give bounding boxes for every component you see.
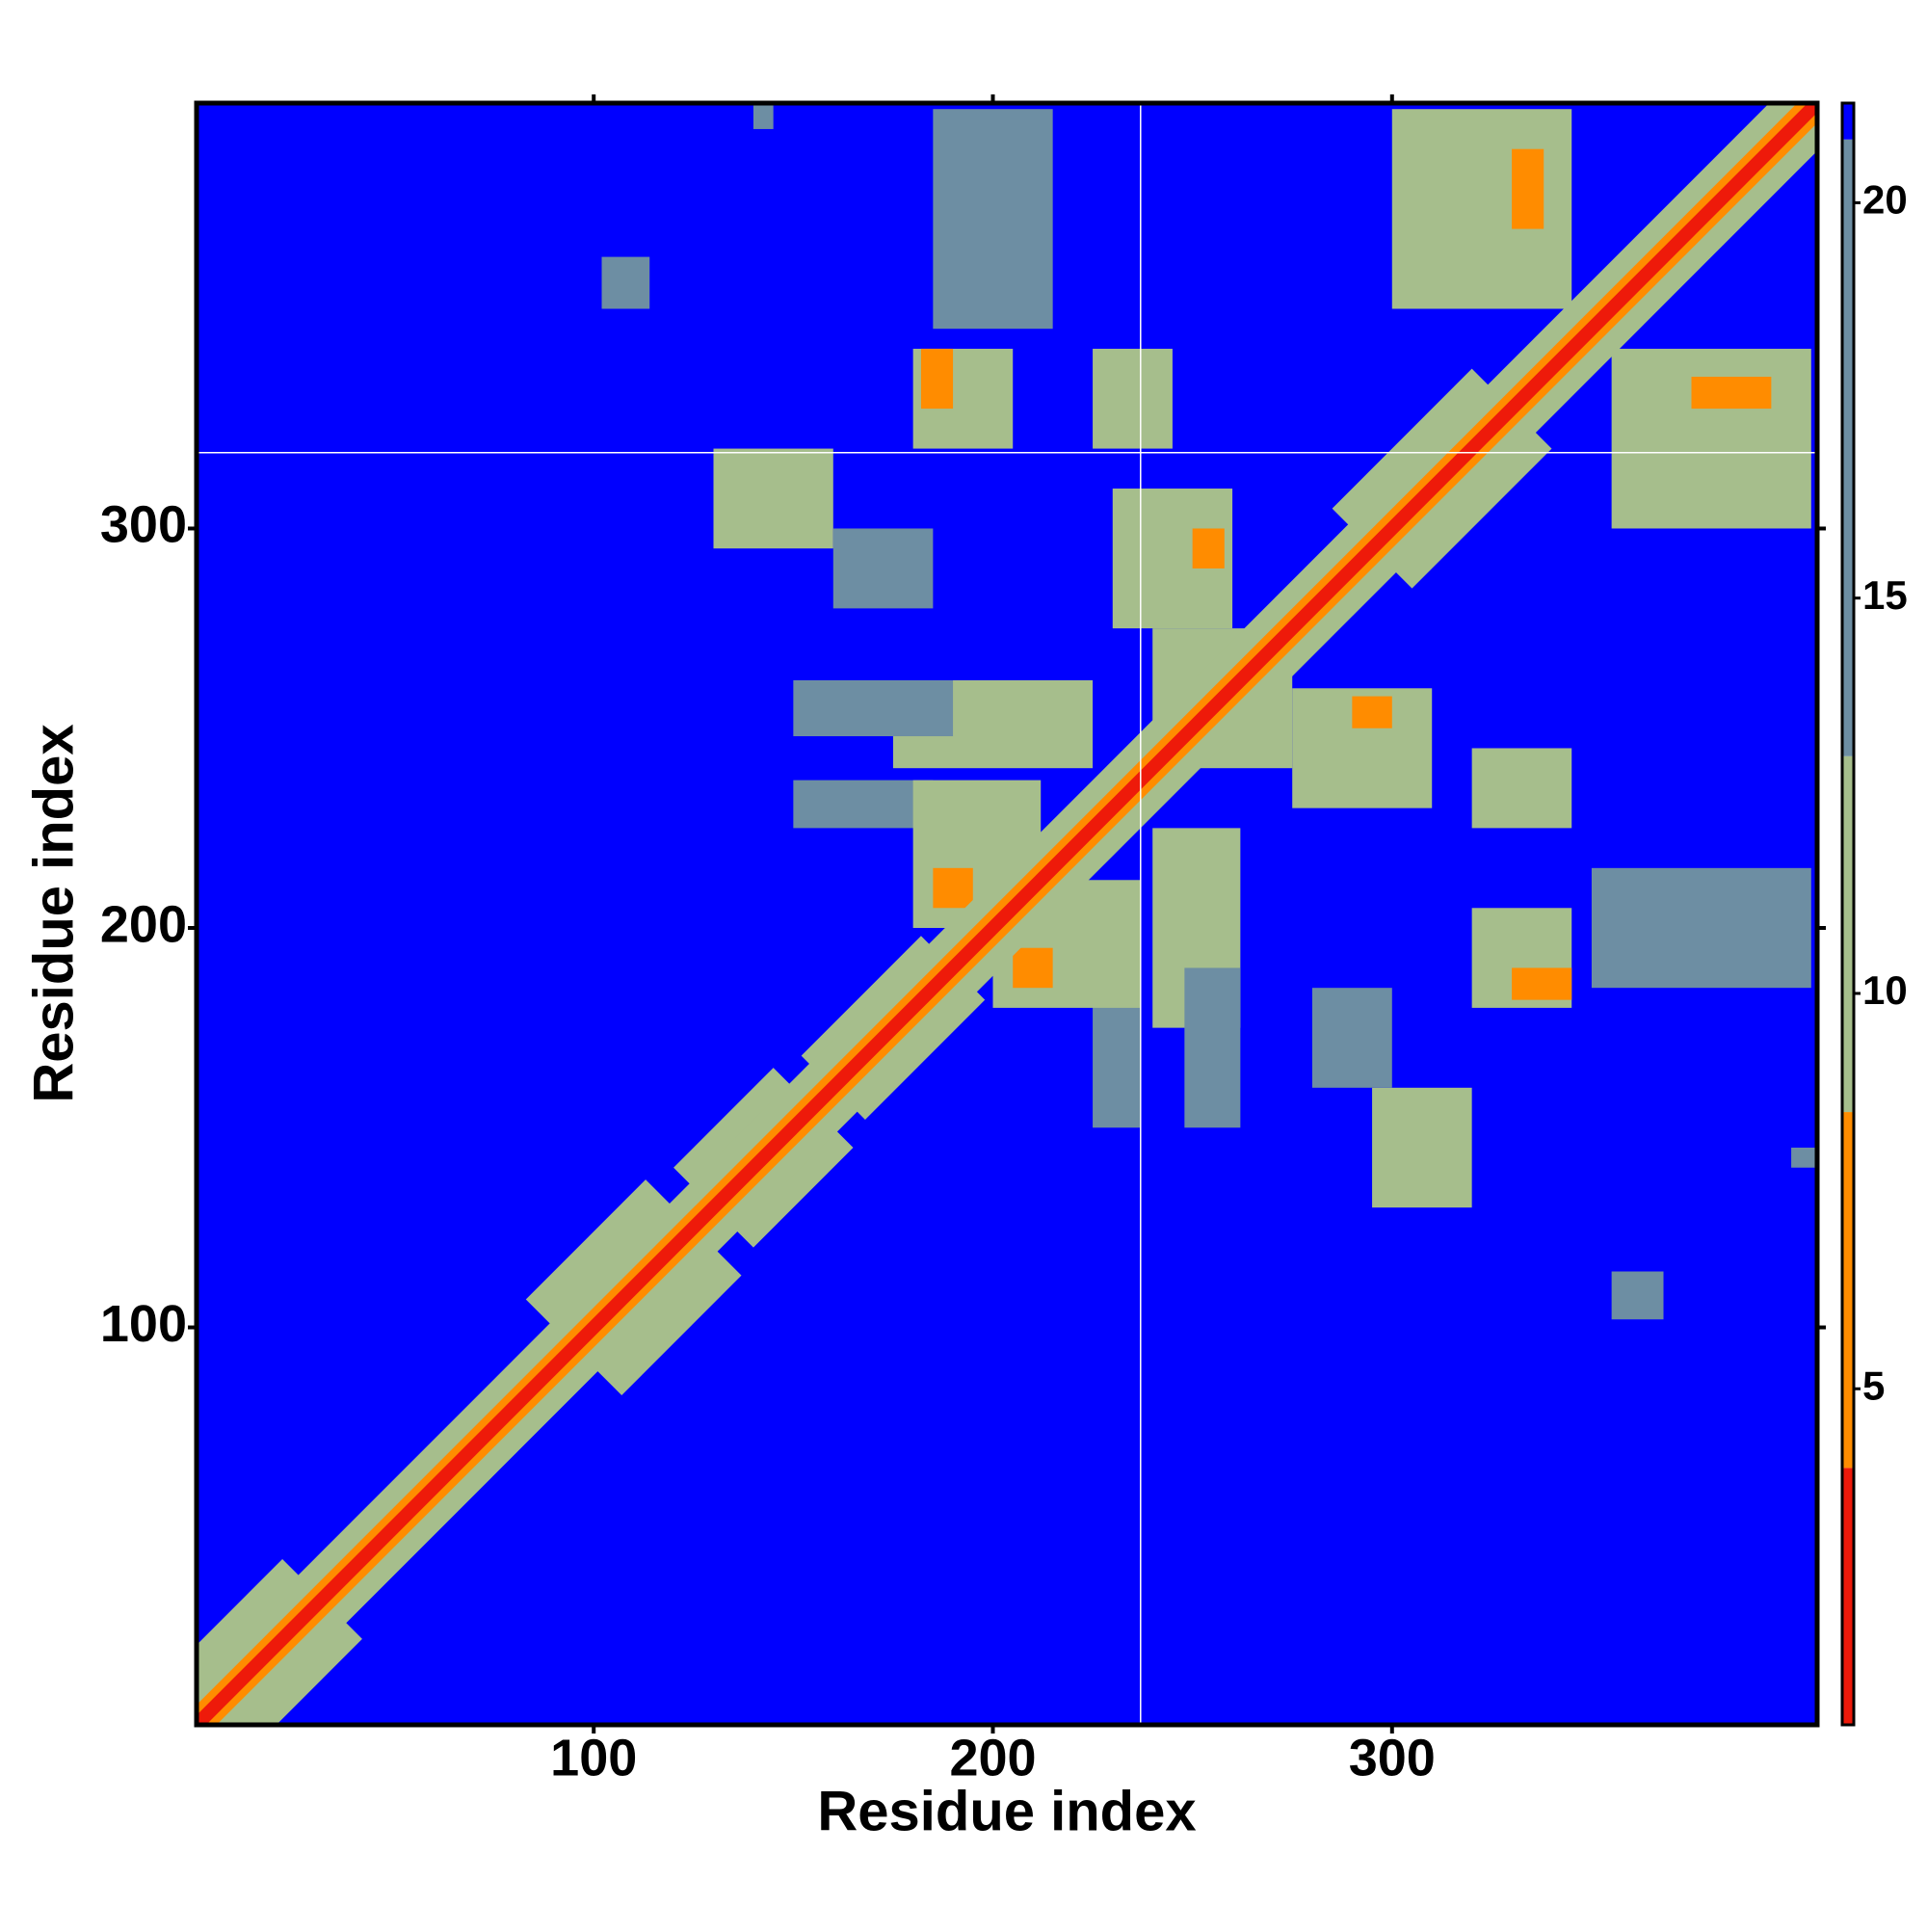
- plot-frame: [194, 100, 1820, 1728]
- contact-patch-mirror: [601, 256, 650, 309]
- contact-patch: [1591, 867, 1811, 989]
- plot-area: [197, 103, 1817, 1725]
- contact-patch-mirror: [713, 448, 833, 549]
- contact-patch-mirror: [793, 679, 954, 737]
- contact-patch-mirror: [752, 105, 774, 129]
- contact-patch: [1471, 748, 1572, 829]
- colorbar-bin: [1842, 1468, 1854, 1725]
- diagonal-band: [197, 103, 1817, 1725]
- colorbar-tick-label: 5: [1862, 1363, 1885, 1408]
- contact-patch-mirror: [1512, 148, 1544, 229]
- contact-patch-mirror: [1093, 348, 1173, 449]
- contact-patch-mirror: [920, 348, 954, 410]
- x-tick-label: 300: [1349, 1729, 1436, 1786]
- contact-patch: [1372, 1087, 1472, 1208]
- contact-patch-mirror: [832, 528, 934, 609]
- contact-patch: [1352, 696, 1392, 728]
- colorbar-frame: [1840, 101, 1856, 1727]
- colorbar-tick-label: 15: [1862, 572, 1908, 618]
- x-axis-title: Residue index: [817, 1780, 1196, 1842]
- x-tick-label: 100: [550, 1729, 637, 1786]
- y-tick-label: 300: [100, 496, 187, 554]
- contact-patch-mirror: [1391, 109, 1572, 309]
- contact-patch: [1093, 988, 1141, 1128]
- y-tick-label: 100: [100, 1295, 187, 1353]
- colorbar-tick-label: 20: [1862, 176, 1908, 222]
- colorbar-bin: [1842, 755, 1854, 1113]
- colorbar-tick-label: 10: [1862, 967, 1908, 1013]
- y-tick-label: 200: [100, 895, 187, 953]
- contact-patch: [1611, 1271, 1664, 1320]
- contact-patch-mirror: [1192, 528, 1225, 569]
- x-tick-label: 200: [949, 1729, 1036, 1786]
- colorbar-bin: [1842, 103, 1854, 140]
- contact-patch-mirror: [933, 867, 973, 909]
- colorbar-bin: [1842, 1112, 1854, 1469]
- contact-patch-mirror: [793, 780, 934, 829]
- colorbar-bin: [1842, 139, 1854, 756]
- contact-patch: [1791, 1148, 1815, 1168]
- contact-patch: [1512, 967, 1572, 1000]
- y-axis-title: Residue index: [22, 724, 85, 1102]
- contact-patch: [1013, 947, 1053, 989]
- contact-patch: [1691, 376, 1772, 410]
- contact-patch: [1184, 967, 1241, 1128]
- contact-patch: [1611, 348, 1811, 529]
- contact-patch: [1311, 988, 1392, 1088]
- contact-patch-mirror: [933, 109, 1053, 330]
